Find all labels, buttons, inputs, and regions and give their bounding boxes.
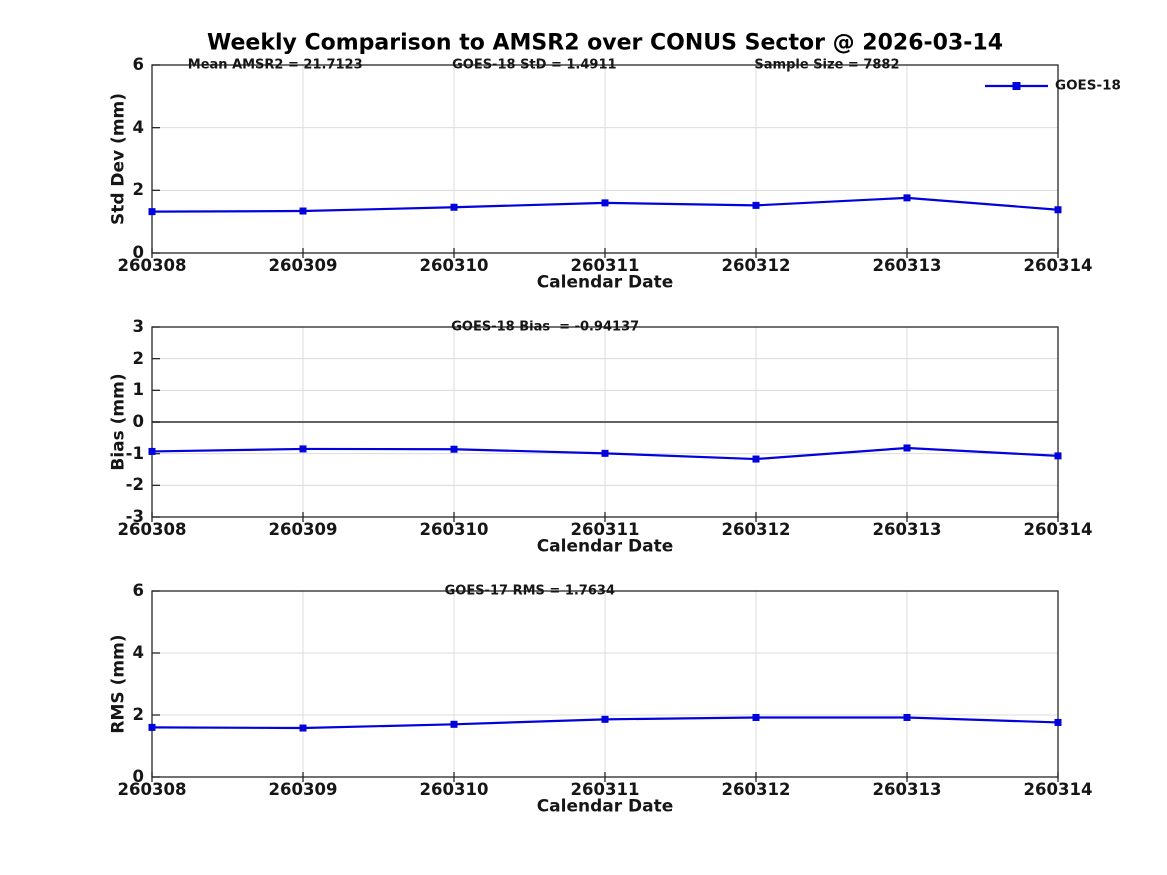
annotation-std-dev-2: Sample Size = 7882 [754, 57, 900, 73]
y-tick-label: 3 [132, 316, 144, 336]
y-tick-label: 6 [132, 54, 144, 74]
x-tick-label: 260309 [268, 519, 338, 539]
x-axis-label-rms: Calendar Date [536, 796, 674, 817]
data-point-marker [299, 724, 307, 732]
annotation-std-dev-0: Mean AMSR2 = 21.7123 [187, 57, 363, 73]
x-tick-label: 260310 [419, 519, 489, 539]
data-point-marker [752, 201, 760, 209]
data-point-marker [450, 203, 458, 211]
y-tick-label: 1 [132, 380, 144, 400]
data-point-marker [601, 199, 609, 207]
annotation-bias-0: GOES-18 Bias = -0.94137 [451, 319, 640, 335]
y-axis-label-std-dev: Std Dev (mm) [108, 92, 129, 226]
legend-label: GOES-18 [1055, 77, 1121, 94]
y-tick-label: 6 [132, 580, 144, 600]
x-axis-label-bias: Calendar Date [536, 536, 674, 557]
annotation-rms-0: GOES-17 RMS = 1.7634 [444, 583, 615, 599]
data-point-marker [148, 723, 156, 731]
data-point-marker [299, 445, 307, 453]
data-point-marker [1054, 206, 1062, 214]
x-tick-label: 260311 [570, 519, 640, 539]
x-tick-label: 260314 [1023, 255, 1093, 275]
x-tick-label: 260308 [117, 779, 187, 799]
x-tick-label: 260310 [419, 255, 489, 275]
x-tick-label: 260311 [570, 779, 640, 799]
annotation-std-dev-1: GOES-18 StD = 1.4911 [452, 57, 617, 73]
x-tick-label: 260314 [1023, 519, 1093, 539]
data-point-marker [148, 208, 156, 216]
x-tick-label: 260313 [872, 779, 942, 799]
x-tick-label: 260309 [268, 779, 338, 799]
x-tick-label: 260312 [721, 255, 791, 275]
y-tick-label: 0 [132, 766, 144, 786]
y-tick-label: -3 [125, 506, 144, 526]
x-tick-label: 260313 [872, 519, 942, 539]
data-point-marker [450, 720, 458, 728]
data-point-marker [903, 713, 911, 721]
data-point-marker [1054, 452, 1062, 460]
data-point-marker [1054, 718, 1062, 726]
data-point-marker [903, 194, 911, 202]
x-tick-label: 260313 [872, 255, 942, 275]
data-point-marker [752, 713, 760, 721]
chart-title: Weekly Comparison to AMSR2 over CONUS Se… [207, 30, 1003, 56]
legend-marker-sample [1012, 82, 1021, 90]
y-tick-label: 4 [132, 117, 144, 137]
data-point-marker [601, 715, 609, 723]
y-tick-label: 2 [132, 348, 144, 368]
x-axis-label-std-dev: Calendar Date [536, 272, 674, 293]
x-tick-label: 260308 [117, 519, 187, 539]
data-point-marker [450, 445, 458, 453]
y-tick-label: 0 [132, 411, 144, 431]
data-point-marker [903, 444, 911, 452]
data-point-marker [752, 455, 760, 463]
x-tick-label: 260311 [570, 255, 640, 275]
y-tick-label: -2 [125, 475, 144, 495]
y-tick-label: 2 [132, 180, 144, 200]
data-point-marker [299, 207, 307, 215]
x-tick-label: 260310 [419, 779, 489, 799]
y-tick-label: 0 [132, 242, 144, 262]
x-tick-label: 260314 [1023, 779, 1093, 799]
data-point-marker [601, 449, 609, 457]
y-tick-label: 4 [132, 642, 144, 662]
data-point-marker [148, 447, 156, 455]
y-tick-label: 2 [132, 704, 144, 724]
y-axis-label-bias: Bias (mm) [108, 373, 129, 471]
x-tick-label: 260308 [117, 255, 187, 275]
x-tick-label: 260309 [268, 255, 338, 275]
y-axis-label-rms: RMS (mm) [108, 634, 129, 734]
x-tick-label: 260312 [721, 779, 791, 799]
y-tick-label: -1 [125, 443, 144, 463]
x-tick-label: 260312 [721, 519, 791, 539]
